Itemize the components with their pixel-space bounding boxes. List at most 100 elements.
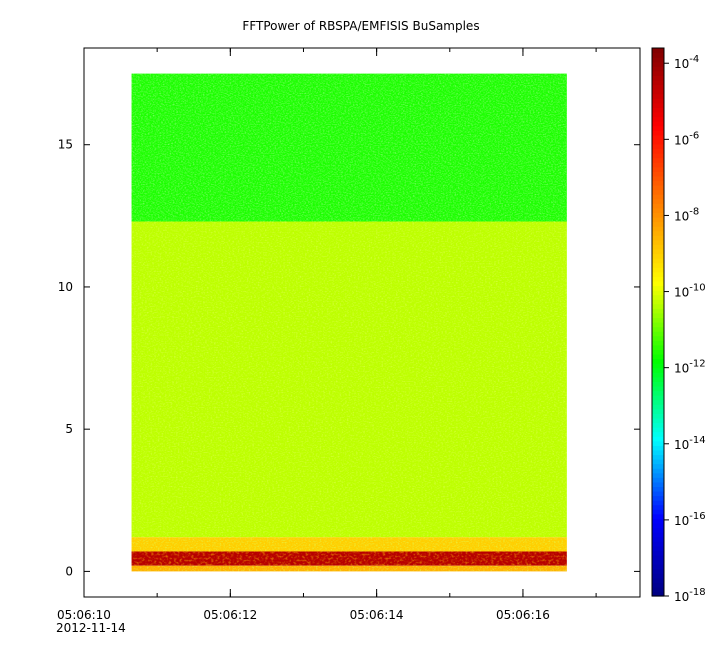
colorbar-segment [652,125,664,131]
colorbar-segment [652,111,664,118]
colorbar-segment [652,559,664,565]
colorbar-segment [652,381,664,387]
spectrogram-band-texture-1 [131,221,567,538]
colorbar-segment [652,253,664,259]
colorbar-segment [652,235,664,241]
colorbar-segment [652,102,664,108]
colorbar-segment [652,518,664,524]
y-tick-label-5: 5 [65,422,73,436]
colorbar-segment [652,84,664,90]
axes: 0 5 10 15 05:06:10 05:06:12 05:06:14 05:06:16 20… [56,47,641,635]
colorbar-segment [652,408,664,414]
colorbar-segment [652,52,664,58]
colorbar-segment [652,586,664,593]
colorbar-segment [652,148,664,154]
colorbar-segment [652,121,664,127]
colorbar-segment [652,189,664,195]
spectrogram-band-texture-2 [131,537,567,552]
colorbar-segment [652,335,664,341]
plot-frame [83,47,641,598]
colorbar-segment [652,326,664,332]
chart-title: FFTPower of RBSPA/EMFISIS BuSamples [242,19,479,33]
colorbar-segment [652,504,664,510]
colorbar-segment [652,139,664,145]
plot-area [131,73,567,572]
colorbar-segment [652,541,664,547]
y-tick-label-10: 10 [58,280,73,294]
y-tick-label-0: 0 [65,564,73,578]
colorbar-segment [652,157,664,163]
colorbar-segment [652,577,664,583]
colorbar-segment [652,395,664,401]
colorbar-segment [652,226,664,232]
colorbar-segment [652,449,664,456]
colorbar-segment [652,486,664,492]
colorbar-segment [652,258,664,264]
colorbar-segment [652,527,664,533]
colorbar-segment [652,143,664,150]
colorbar-segment [652,280,664,287]
x-date-label: 2012-11-14 [56,621,126,635]
colorbar-segment [652,89,664,95]
colorbar-segment [652,363,664,369]
colorbar-segment [652,495,664,501]
colorbar-tick-label: 10-12 [674,359,706,376]
colorbar-tick-label: 10-10 [674,283,706,300]
colorbar-segment [652,358,664,364]
colorbar-segment [652,367,664,373]
colorbar-segment [652,212,664,218]
colorbar-segment [652,582,664,588]
colorbar-segment [652,248,664,255]
colorbar-segment [652,427,664,433]
colorbar-segment [652,573,664,579]
colorbar-segment [652,107,664,113]
colorbar-segment [652,171,664,177]
colorbar-segment [652,331,664,337]
colorbar-segment [652,399,664,405]
colorbar-segment [652,98,664,104]
colorbar-segment [652,532,664,538]
colorbar-tick-label: 10-14 [674,435,706,452]
colorbar-segment [652,422,664,428]
colorbar-segment [652,568,664,574]
colorbar-segment [652,166,664,172]
colorbar-tick-label: 10-16 [674,511,706,528]
colorbar-segment [652,481,664,487]
colorbar-segment [652,203,664,209]
colorbar-segment [652,162,664,168]
colorbar-segment [652,390,664,396]
colorbar-segment [652,500,664,506]
colorbar-segment [652,385,664,392]
colorbar-segment [652,376,664,382]
colorbar-segment [652,550,664,556]
colorbar-segment [652,349,664,355]
colorbar-segment [652,317,664,323]
colorbar-segment [652,262,664,268]
colorbar-segment [652,513,664,519]
colorbar-segment [652,472,664,478]
colorbar-segment [652,522,664,529]
colorbar-segment [652,75,664,81]
colorbar-segment [652,536,664,542]
colorbar-segment [652,230,664,236]
colorbar-segment [652,322,664,328]
colorbar-segment [652,239,664,245]
x-tick-label-0: 05:06:10 [57,608,111,622]
colorbar-segment [652,70,664,76]
colorbar-segment [652,440,664,446]
x-tick-label-1: 05:06:12 [203,608,257,622]
colorbar-tick-label: 10-18 [674,587,706,604]
colorbar-segment [652,344,664,350]
colorbar-segment [652,221,664,227]
colorbar-segment [652,463,664,469]
colorbar-segment [652,454,664,460]
colorbar-segment [652,308,664,314]
colorbar-segment [652,312,664,319]
colorbar-segment [652,299,664,305]
colorbar-segment [652,303,664,309]
colorbar-segment [652,554,664,561]
colorbar-segment [652,153,664,159]
colorbar-segment [652,198,664,204]
colorbar-segment [652,61,664,67]
